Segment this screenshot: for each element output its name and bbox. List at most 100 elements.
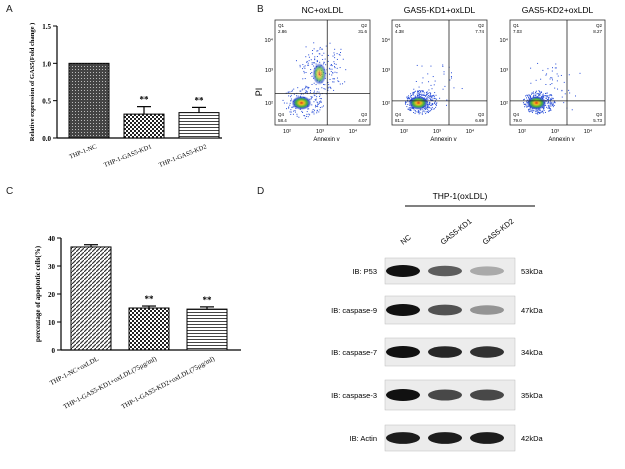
flow-event xyxy=(432,99,434,101)
flow-event xyxy=(319,107,321,109)
quadrant-name: Q4 xyxy=(513,112,520,117)
quadrant-value: 79.0 xyxy=(513,118,522,123)
flow-event xyxy=(538,109,540,111)
flow-event xyxy=(551,102,553,104)
y-tick-label: 0 xyxy=(52,347,56,355)
flow-event xyxy=(522,99,524,101)
flow-event xyxy=(425,95,427,97)
flow-event xyxy=(427,107,429,109)
flow-event xyxy=(568,74,570,76)
flow-event xyxy=(421,82,423,84)
blot-band xyxy=(386,265,420,277)
flow-event xyxy=(299,90,301,92)
flow-event xyxy=(421,93,423,95)
flow-event xyxy=(430,92,432,94)
flow-event xyxy=(319,97,321,99)
flow-event xyxy=(307,108,309,110)
flow-event xyxy=(292,113,294,115)
flow-event xyxy=(338,53,340,55)
flow-event xyxy=(427,73,429,75)
significance-marker: ** xyxy=(140,95,150,105)
flow-plot-frame xyxy=(391,19,488,126)
flow-event xyxy=(427,98,429,100)
flow-event xyxy=(311,112,313,114)
flow-event xyxy=(419,95,421,97)
flow-event xyxy=(431,106,433,108)
flow-event xyxy=(313,82,315,84)
flow-event xyxy=(289,104,291,106)
flow-event xyxy=(344,81,346,83)
flow-event xyxy=(432,104,434,106)
flow-event xyxy=(427,105,429,107)
flow-event xyxy=(418,94,420,96)
flow-tick-x: 10³ xyxy=(316,129,324,135)
flow-event xyxy=(410,109,412,111)
flow-event xyxy=(301,110,303,112)
flow-event xyxy=(406,106,408,108)
flow-event xyxy=(546,92,548,94)
flow-event xyxy=(316,112,318,114)
category-label: THP-1-NC+oxLDL xyxy=(49,356,100,388)
flow-event xyxy=(295,60,297,62)
flow-event xyxy=(306,111,308,113)
flow-event xyxy=(336,72,338,74)
quadrant-name: Q4 xyxy=(395,112,402,117)
flow-event xyxy=(551,67,553,69)
flow-event xyxy=(427,96,429,98)
flow-event xyxy=(304,117,306,119)
flow-event xyxy=(339,52,341,54)
flow-event xyxy=(320,98,322,100)
flow-event xyxy=(542,95,544,97)
flow-event xyxy=(427,92,429,94)
flow-event xyxy=(315,105,317,107)
blot-kda-label: 53kDa xyxy=(521,267,544,276)
flow-event xyxy=(439,97,441,99)
flow-event xyxy=(537,112,539,114)
flow-event xyxy=(543,109,545,111)
flow-event xyxy=(311,96,313,98)
flow-event xyxy=(550,94,552,96)
flow-event xyxy=(310,90,312,92)
flow-event xyxy=(569,92,571,94)
flow-event xyxy=(412,91,414,93)
flow-event xyxy=(546,73,548,75)
panel-label-a: A xyxy=(6,4,13,15)
flow-event xyxy=(321,48,323,50)
flow-tick-y: 10² xyxy=(500,101,508,107)
flow-event xyxy=(308,113,310,115)
flow-event xyxy=(316,96,318,98)
flow-event xyxy=(319,48,321,50)
blot-band xyxy=(428,304,462,316)
flow-event xyxy=(416,64,418,66)
flow-event xyxy=(531,110,533,112)
flow-event xyxy=(413,112,415,114)
bar-chart-gas5-expression: 0.0 0.5 1.0 1.5 Relative expression of GAS5(… xyxy=(29,23,222,169)
flow-tick-y: 10³ xyxy=(382,68,390,74)
flow-event xyxy=(312,50,314,52)
flow-event xyxy=(549,103,551,105)
flow-event xyxy=(431,99,433,101)
flow-event xyxy=(333,81,335,83)
flow-event xyxy=(529,96,531,98)
flow-event xyxy=(417,110,419,112)
flow-event xyxy=(426,96,428,98)
flow-event xyxy=(420,95,422,97)
flow-event xyxy=(333,89,335,91)
flow-event xyxy=(322,63,324,65)
y-tick-label: 20 xyxy=(48,291,56,299)
flow-event xyxy=(315,63,317,65)
flow-event xyxy=(548,102,550,104)
flow-event xyxy=(552,103,554,105)
flow-event xyxy=(310,59,312,61)
flow-event xyxy=(418,113,420,115)
flow-event xyxy=(305,90,307,92)
flow-event xyxy=(436,98,438,100)
y-tick-label: 1.0 xyxy=(42,60,51,68)
flow-event xyxy=(313,94,315,96)
flow-event xyxy=(554,67,556,69)
flow-cytometry-panel: PINC+oxLDLQ12.86Q231.6Q34.07Q458.410⁴10³… xyxy=(255,5,606,143)
flow-event xyxy=(417,92,419,94)
flow-event xyxy=(421,109,423,111)
flow-event xyxy=(339,54,341,56)
blot-band xyxy=(470,305,504,315)
